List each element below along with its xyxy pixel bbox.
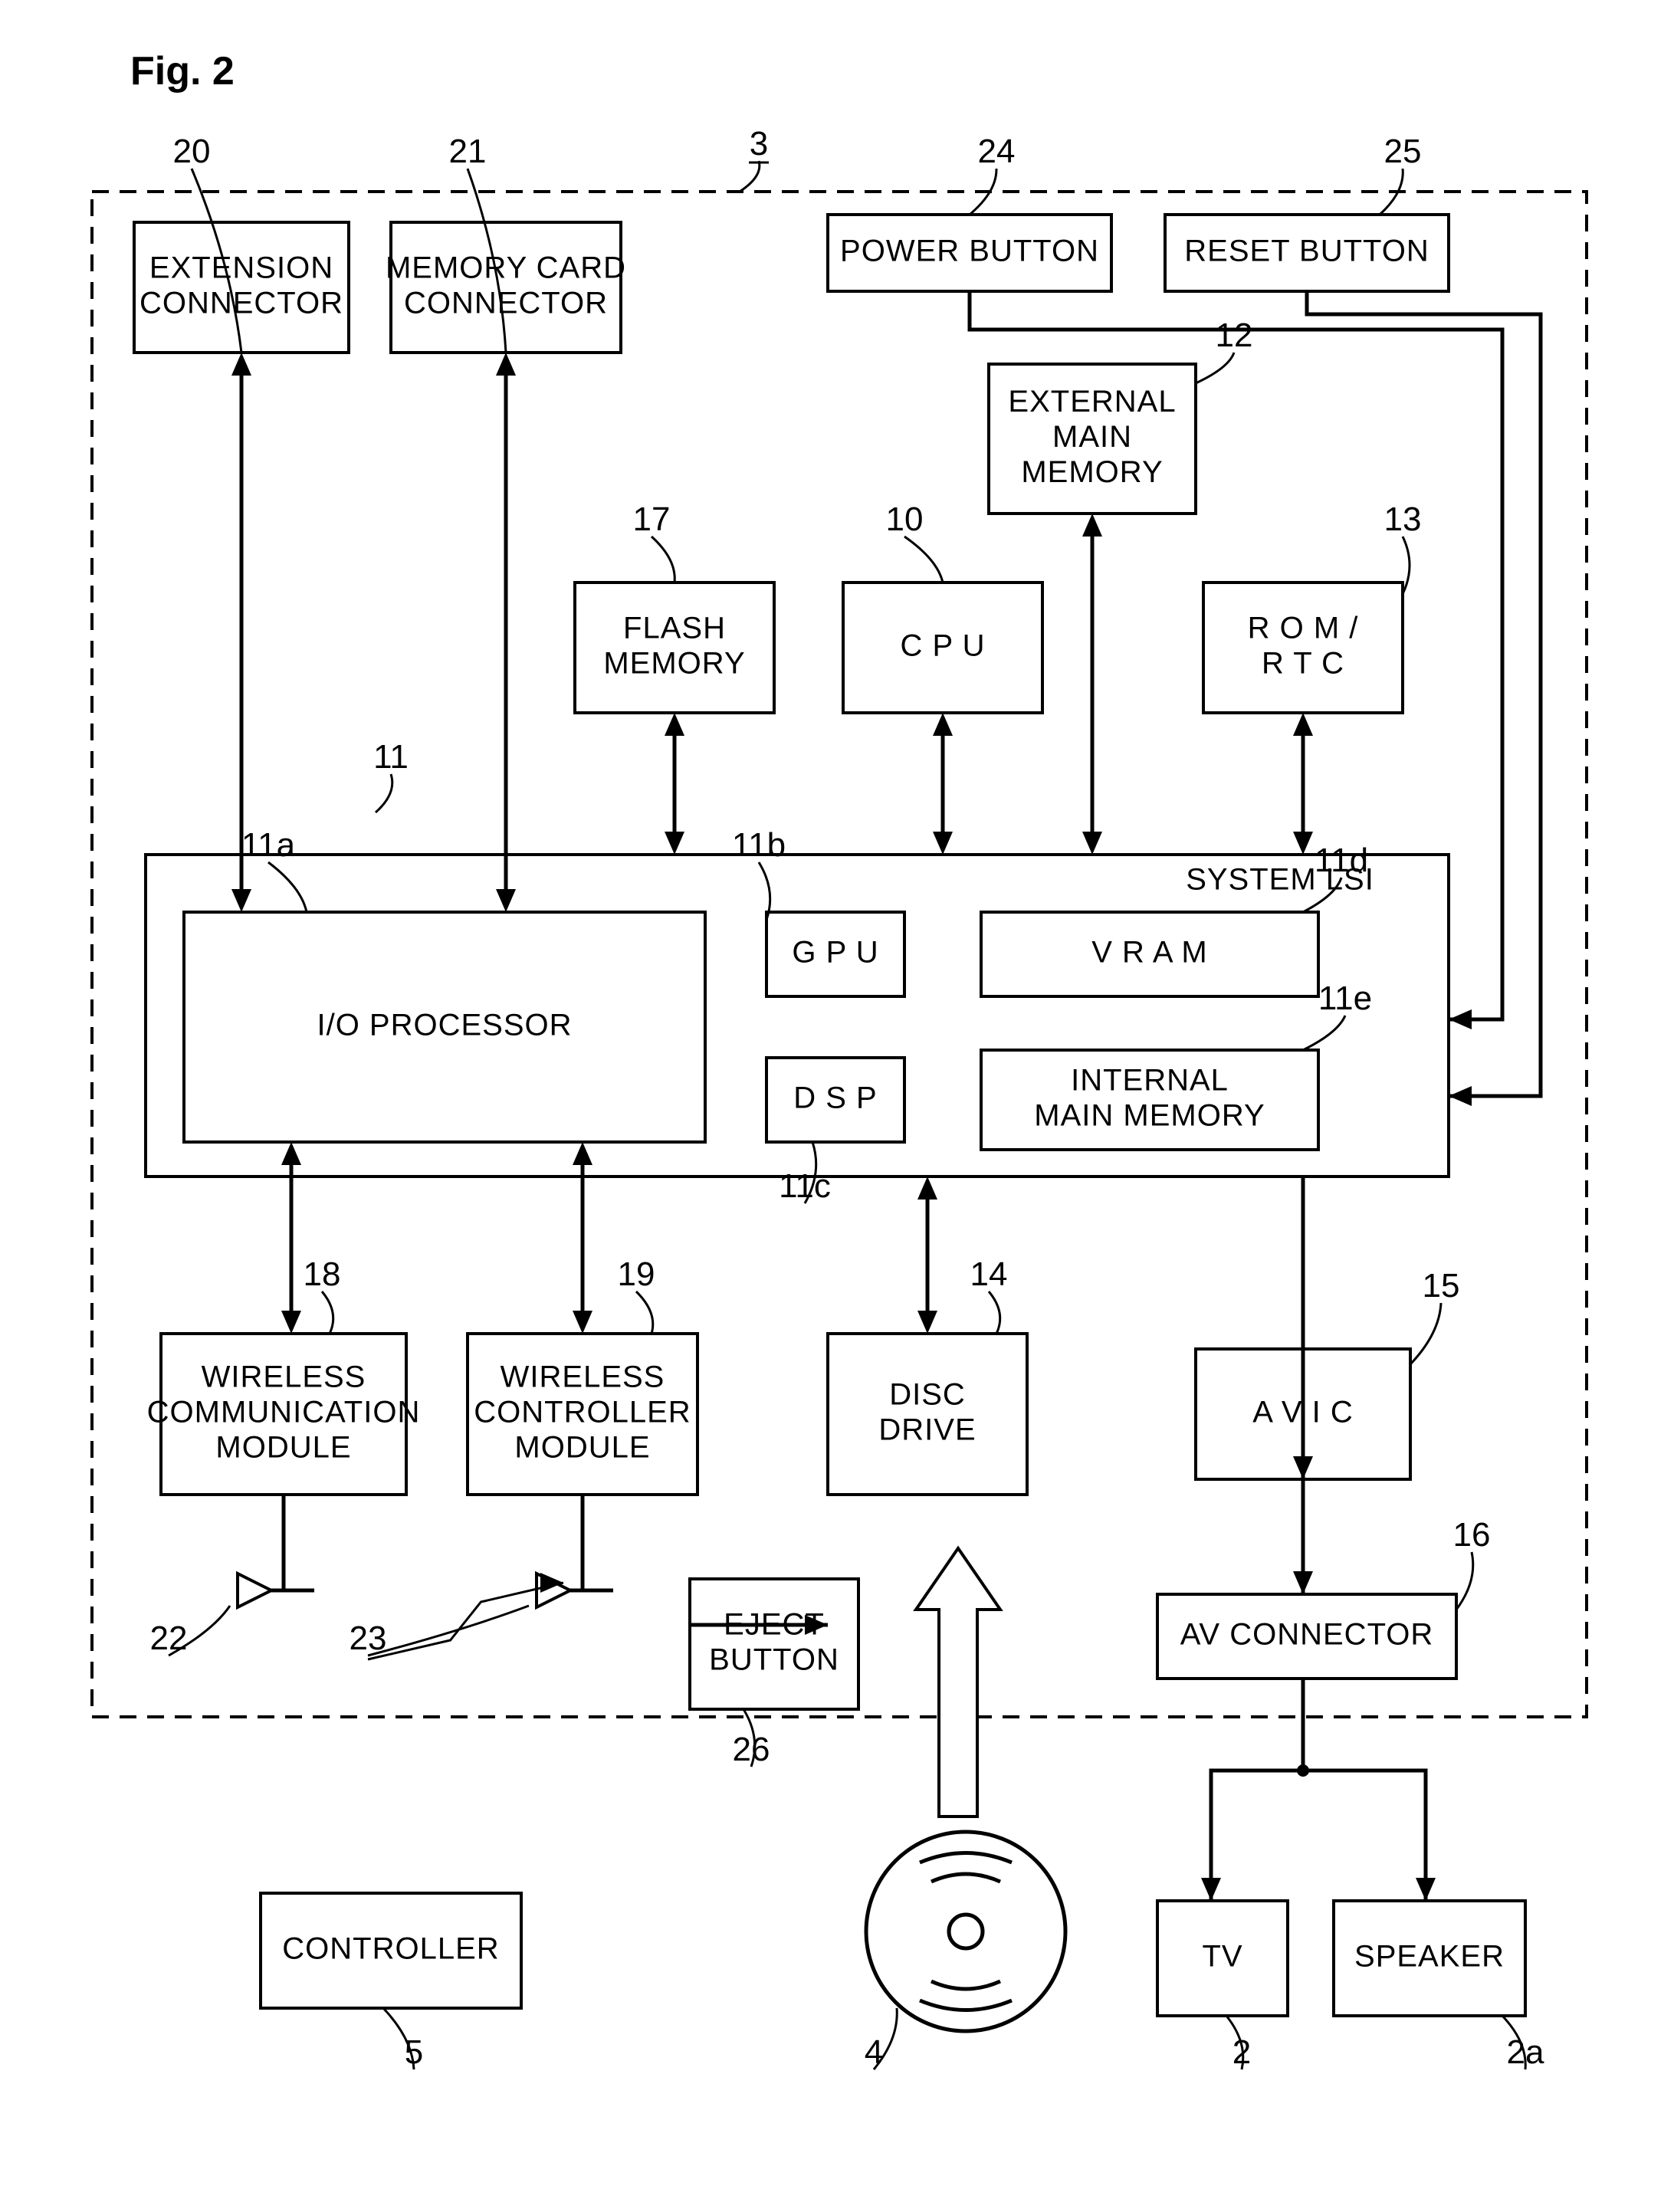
svg-text:25: 25: [1384, 133, 1422, 170]
svg-text:V R A M: V R A M: [1091, 936, 1208, 970]
svg-text:MAIN: MAIN: [1052, 420, 1132, 454]
svg-text:MEMORY CARD: MEMORY CARD: [386, 251, 626, 285]
svg-text:G P U: G P U: [792, 936, 878, 970]
svg-text:2a: 2a: [1507, 2033, 1544, 2071]
svg-text:AV CONNECTOR: AV CONNECTOR: [1180, 1618, 1434, 1652]
svg-text:12: 12: [1216, 317, 1253, 354]
svg-text:26: 26: [733, 1731, 770, 1768]
svg-text:20: 20: [173, 133, 211, 170]
svg-text:15: 15: [1423, 1267, 1460, 1305]
svg-text:CONNECTOR: CONNECTOR: [404, 287, 608, 320]
svg-text:4: 4: [865, 2033, 883, 2071]
svg-text:DRIVE: DRIVE: [878, 1413, 976, 1447]
svg-text:D S P: D S P: [793, 1081, 877, 1115]
svg-text:EXTERNAL: EXTERNAL: [1008, 385, 1176, 418]
svg-text:RESET BUTTON: RESET BUTTON: [1184, 235, 1429, 268]
disc-insert-arrow: [916, 1548, 1000, 1817]
svg-text:11c: 11c: [779, 1167, 831, 1205]
svg-text:TV: TV: [1202, 1940, 1242, 1974]
svg-text:WIRELESS: WIRELESS: [501, 1360, 665, 1394]
svg-text:17: 17: [633, 500, 671, 538]
svg-text:EXTENSION: EXTENSION: [149, 251, 333, 285]
svg-text:16: 16: [1453, 1516, 1491, 1554]
svg-text:MODULE: MODULE: [514, 1431, 650, 1465]
svg-text:Fig. 2: Fig. 2: [130, 49, 235, 94]
svg-text:2: 2: [1233, 2033, 1251, 2071]
svg-text:11a: 11a: [241, 826, 296, 864]
svg-text:POWER BUTTON: POWER BUTTON: [840, 235, 1099, 268]
svg-text:11b: 11b: [732, 826, 786, 864]
svg-text:13: 13: [1384, 500, 1422, 538]
svg-text:MEMORY: MEMORY: [603, 647, 745, 681]
svg-text:11d: 11d: [1315, 842, 1368, 879]
svg-text:R T C: R T C: [1262, 647, 1344, 681]
svg-text:CONTROLLER: CONTROLLER: [474, 1396, 691, 1429]
svg-text:R O M /: R O M /: [1248, 612, 1359, 645]
svg-text:11: 11: [373, 738, 409, 776]
svg-text:SPEAKER: SPEAKER: [1354, 1940, 1505, 1974]
svg-text:CONNECTOR: CONNECTOR: [140, 287, 343, 320]
svg-text:14: 14: [970, 1255, 1008, 1293]
svg-text:DISC: DISC: [889, 1378, 966, 1412]
svg-text:BUTTON: BUTTON: [709, 1643, 839, 1677]
svg-text:FLASH: FLASH: [623, 612, 726, 645]
svg-text:10: 10: [886, 500, 924, 538]
svg-text:MEMORY: MEMORY: [1021, 455, 1163, 489]
svg-text:23: 23: [350, 1620, 387, 1657]
svg-text:11e: 11e: [1318, 980, 1372, 1017]
svg-text:COMMUNICATION: COMMUNICATION: [147, 1396, 421, 1429]
svg-text:3: 3: [750, 125, 768, 162]
svg-text:5: 5: [405, 2033, 423, 2071]
svg-text:18: 18: [304, 1255, 341, 1293]
svg-text:MODULE: MODULE: [215, 1431, 351, 1465]
svg-text:21: 21: [449, 133, 487, 170]
svg-text:24: 24: [978, 133, 1016, 170]
svg-text:CONTROLLER: CONTROLLER: [282, 1932, 499, 1966]
svg-text:WIRELESS: WIRELESS: [202, 1360, 366, 1394]
svg-text:MAIN MEMORY: MAIN MEMORY: [1034, 1099, 1265, 1133]
svg-text:22: 22: [150, 1620, 188, 1657]
svg-text:INTERNAL: INTERNAL: [1071, 1064, 1229, 1098]
svg-text:19: 19: [618, 1255, 655, 1293]
svg-text:I/O PROCESSOR: I/O PROCESSOR: [317, 1009, 572, 1042]
svg-text:C P U: C P U: [901, 629, 986, 663]
